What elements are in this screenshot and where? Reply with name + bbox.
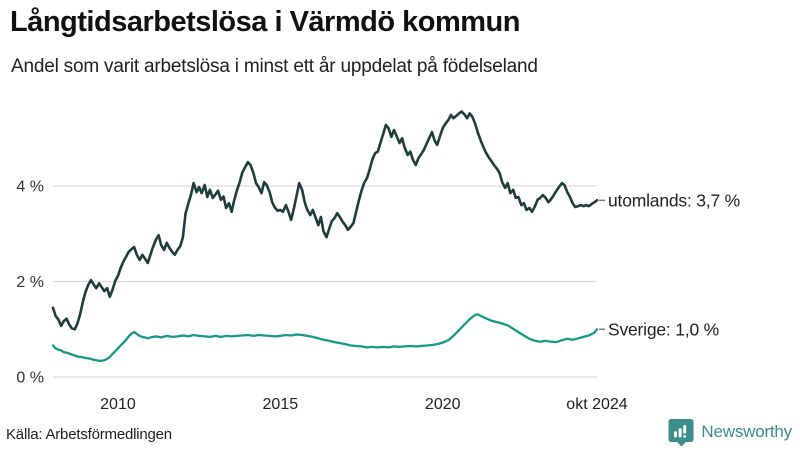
series-end-label-sverige: Sverige: 1,0 % xyxy=(608,319,719,339)
brand-label: Newsworthy xyxy=(701,422,792,441)
series-line-sverige xyxy=(51,313,599,362)
x-tick-label: 2015 xyxy=(263,396,299,413)
source-note: Källa: Arbetsförmedlingen xyxy=(6,426,172,443)
y-tick-label: 2 % xyxy=(16,274,44,291)
newsworthy-brand-link[interactable]: Newsworthy xyxy=(668,417,792,447)
y-tick-label: 0 % xyxy=(16,370,44,387)
page-title: Långtidsarbetslösa i Värmdö kommun xyxy=(10,6,520,38)
y-tick-label: 4 % xyxy=(16,179,44,196)
x-tick-label: okt 2024 xyxy=(566,396,627,413)
newsworthy-logo-icon xyxy=(668,418,694,447)
x-tick-label: 2010 xyxy=(100,396,136,413)
series-end-label-utomlands: utomlands: 3,7 % xyxy=(608,190,740,210)
x-tick-label: 2020 xyxy=(425,396,461,413)
chart-subtitle: Andel som varit arbetslösa i minst ett å… xyxy=(11,56,538,77)
series-line-utomlands xyxy=(51,110,599,331)
